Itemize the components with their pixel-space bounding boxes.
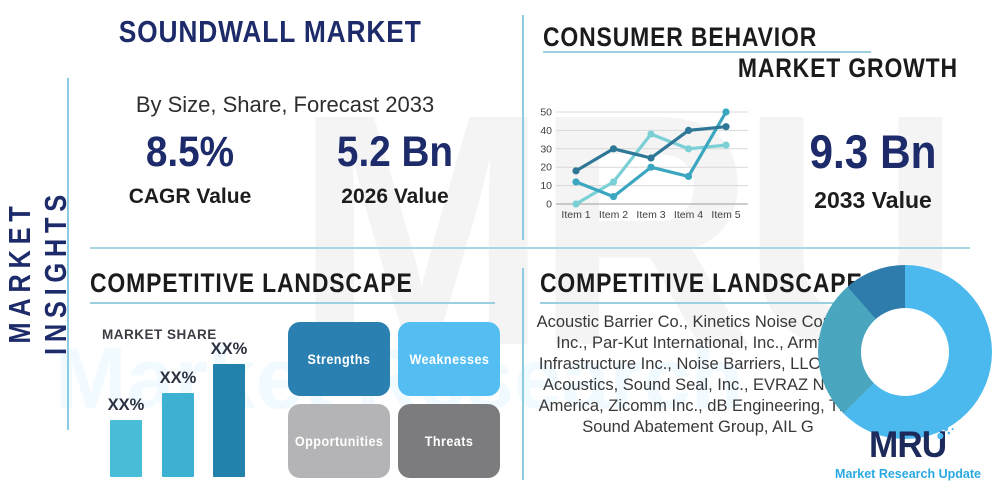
competitive-landscape-left-heading: COMPETITIVE LANDSCAPE <box>90 268 470 299</box>
swot-strengths-cell: Strengths <box>288 322 390 396</box>
value-2026: 5.2 Bn <box>336 128 454 176</box>
left-vertical-divider <box>67 78 69 430</box>
bar-1-value-label: XX% <box>107 396 145 414</box>
vertical-market-insights-label: MARKET INSIGHTS <box>2 189 73 355</box>
svg-text:10: 10 <box>540 180 552 192</box>
svg-text:Item 1: Item 1 <box>561 209 590 221</box>
competitive-donut-chart <box>818 265 992 439</box>
cagr-label: CAGR Value <box>128 185 252 208</box>
market-growth-text: MARKET GROWTH <box>737 53 958 83</box>
value-2033: 9.3 Bn <box>809 125 937 178</box>
mru-logo: MRU Market Research Update <box>833 418 983 481</box>
bar-2-value-label: XX% <box>159 369 197 387</box>
bar-group-3: XX% <box>211 340 247 477</box>
bar-3-value-label: XX% <box>210 340 248 358</box>
svg-text:Item 5: Item 5 <box>711 209 740 221</box>
bar-group-1: XX% <box>108 396 144 477</box>
competitive-landscape-right-text: COMPETITIVE LANDSCAPE <box>540 268 863 298</box>
market-growth-line-chart: 0 10 20 30 40 50 Item 1 Item 2 Item 3 Item 4 Item … <box>540 107 748 221</box>
mru-letters: MRU <box>869 424 947 465</box>
bar-1 <box>110 420 142 477</box>
mru-logo-text: MRU <box>869 418 956 466</box>
swot-strengths-label: Strengths <box>307 351 371 367</box>
svg-text:Item 3: Item 3 <box>636 209 665 221</box>
bar-2 <box>162 393 194 477</box>
main-horizontal-divider <box>90 247 970 249</box>
swot-opportunities-cell: Opportunities <box>288 404 390 478</box>
svg-text:Item 4: Item 4 <box>674 209 703 221</box>
svg-text:30: 30 <box>540 143 552 155</box>
cagr-value: 8.5% <box>145 128 235 176</box>
swot-threats-label: Threats <box>424 433 474 449</box>
svg-text:50: 50 <box>540 107 552 119</box>
swot-weaknesses-cell: Weaknesses <box>398 322 500 396</box>
value-2033-label: 2033 Value <box>814 187 932 213</box>
competitive-landscape-left-underline <box>90 302 495 304</box>
competitive-landscape-left-text: COMPETITIVE LANDSCAPE <box>90 268 413 298</box>
competitive-landscape-right-underline <box>540 302 870 304</box>
mru-tagline: Market Research Update <box>835 467 981 481</box>
company-list: Acoustic Barrier Co., Kinetics Noise Con… <box>536 313 860 436</box>
cagr-stat: 8.5% CAGR Value <box>105 128 275 209</box>
svg-text:20: 20 <box>540 162 552 174</box>
value-2026-label: 2026 Value <box>341 185 449 208</box>
bar-group-2: XX% <box>160 369 196 477</box>
market-share-label: MARKET SHARE <box>102 327 217 342</box>
consumer-behavior-text: CONSUMER BEHAVIOR <box>543 22 818 52</box>
competitive-landscape-right-heading: COMPETITIVE LANDSCAPE <box>540 268 920 299</box>
swot-weaknesses-label: Weaknesses <box>409 351 489 367</box>
market-growth-heading: MARKET GROWTH <box>618 53 958 84</box>
svg-text:40: 40 <box>540 125 552 137</box>
swot-threats-cell: Threats <box>398 404 500 478</box>
right-bottom-vertical-divider <box>522 268 524 480</box>
svg-text:0: 0 <box>546 199 552 211</box>
page-title: SOUNDWALL MARKET <box>90 14 450 50</box>
consumer-behavior-underline <box>543 51 871 53</box>
consumer-behavior-heading: CONSUMER BEHAVIOR <box>543 22 866 53</box>
value-2033-stat: 9.3 Bn 2033 Value <box>788 124 958 214</box>
svg-text:Item 2: Item 2 <box>599 209 628 221</box>
page-subtitle: By Size, Share, Forecast 2033 <box>135 92 435 117</box>
water-splash-icon <box>937 418 956 440</box>
value-2026-stat: 5.2 Bn 2026 Value <box>310 128 480 209</box>
right-top-vertical-divider <box>522 15 524 240</box>
swot-quadrant: Strengths Weaknesses Opportunities Threa… <box>288 322 500 478</box>
bar-3 <box>213 364 245 477</box>
page-title-text: SOUNDWALL MARKET <box>118 14 422 49</box>
market-share-bar-chart: XX% XX% XX% <box>100 335 260 477</box>
swot-opportunities-label: Opportunities <box>294 433 384 449</box>
